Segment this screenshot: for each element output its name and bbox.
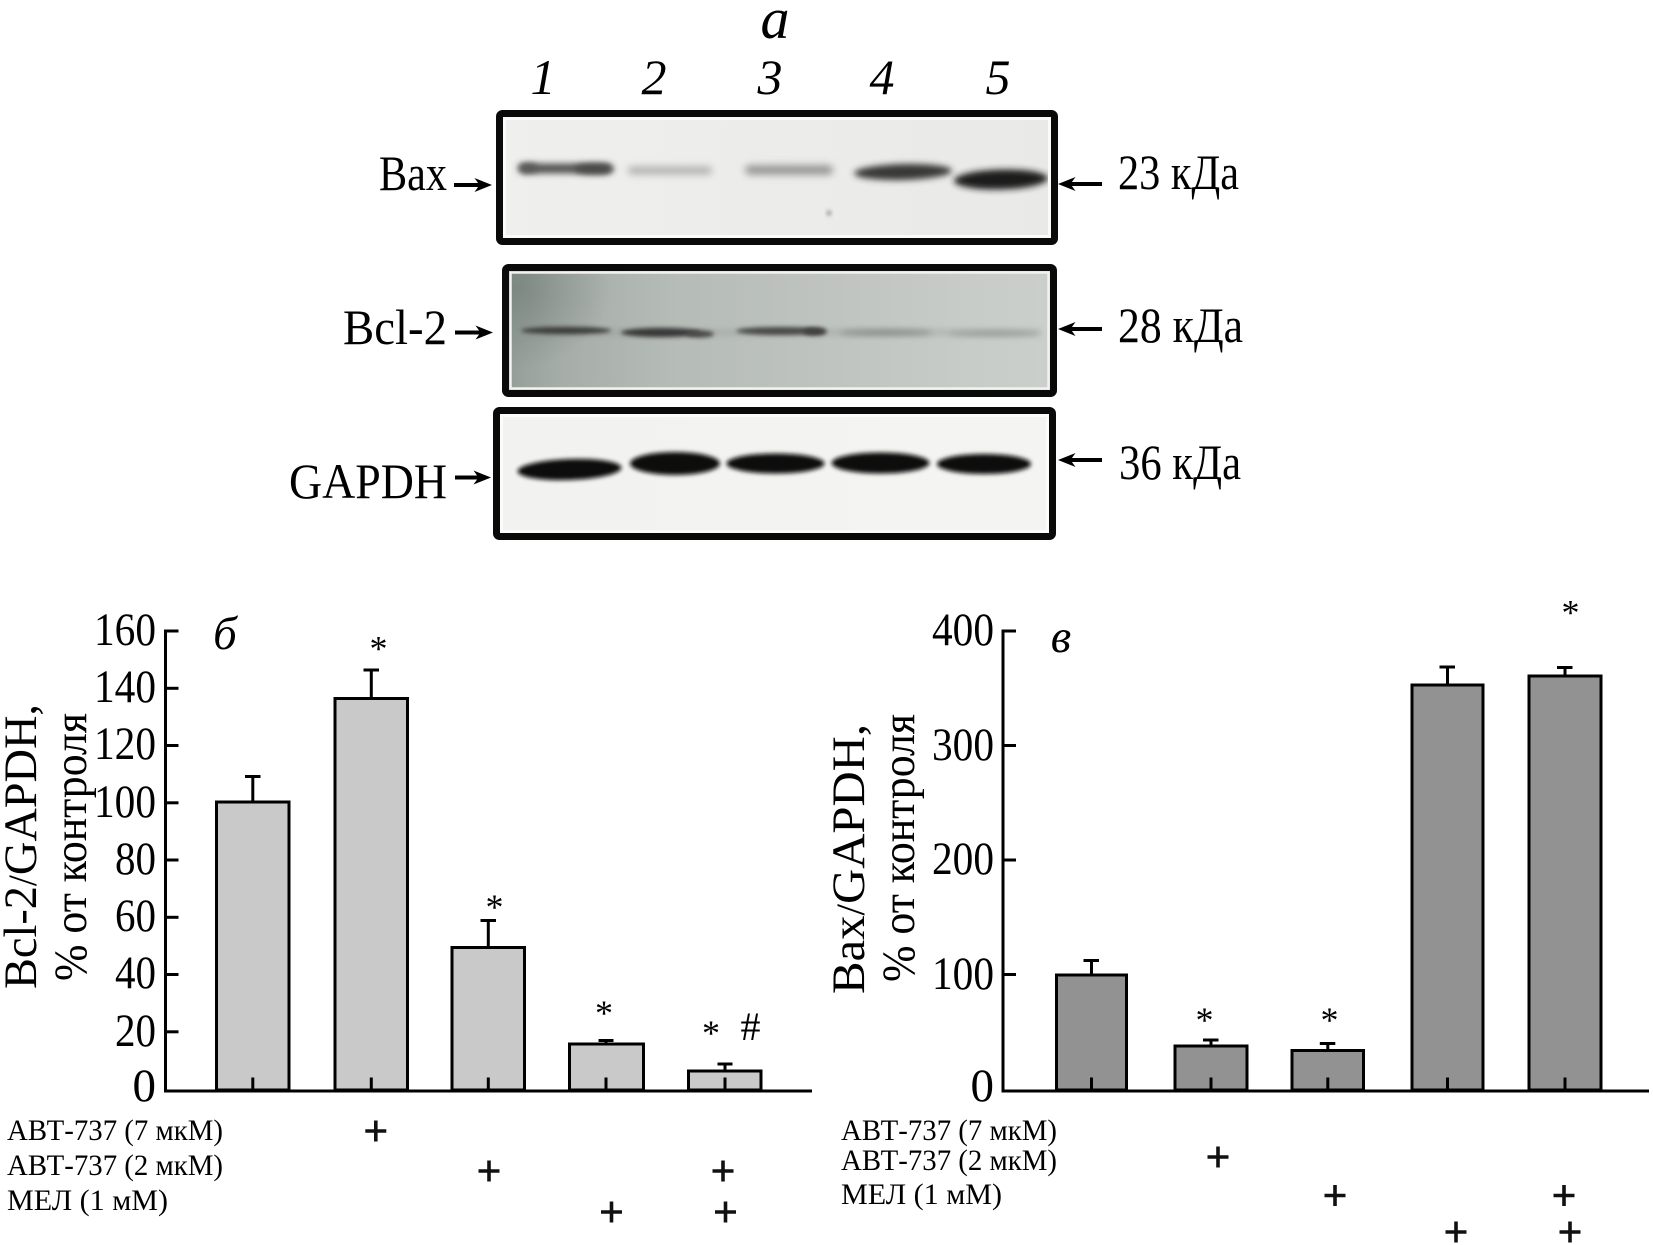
- svg-text:АВТ-737 (7 мкМ): АВТ-737 (7 мкМ): [7, 1114, 223, 1147]
- svg-text:140: 140: [94, 661, 156, 713]
- svg-text:3: 3: [757, 49, 783, 105]
- svg-text:*: *: [1562, 593, 1580, 633]
- svg-text:20: 20: [115, 1005, 156, 1057]
- svg-text:100: 100: [94, 776, 156, 828]
- svg-text:400: 400: [932, 604, 994, 656]
- svg-text:*: *: [1321, 1000, 1339, 1040]
- svg-text:80: 80: [115, 833, 156, 885]
- svg-text:*: *: [1196, 1000, 1214, 1040]
- svg-text:*: *: [370, 629, 388, 669]
- svg-text:1: 1: [531, 49, 556, 105]
- svg-text:160: 160: [94, 604, 156, 656]
- svg-text:в: в: [1051, 611, 1071, 663]
- svg-text:АВТ-737 (2 мкМ): АВТ-737 (2 мкМ): [7, 1149, 223, 1182]
- svg-text:2: 2: [642, 49, 667, 105]
- svg-text:a: a: [761, 0, 790, 51]
- svg-text:5: 5: [986, 49, 1011, 105]
- svg-text:300: 300: [932, 719, 994, 771]
- svg-text:*: *: [595, 993, 613, 1033]
- svg-text:Bax: Bax: [379, 145, 447, 201]
- svg-text:4: 4: [870, 49, 895, 105]
- svg-text:Bax/GAPDH,: Bax/GAPDH,: [823, 724, 875, 994]
- svg-text:GAPDH: GAPDH: [289, 453, 447, 509]
- svg-text:120: 120: [94, 718, 156, 770]
- svg-text:Bcl-2: Bcl-2: [343, 299, 447, 355]
- svg-text:АВТ-737 (7 мкМ): АВТ-737 (7 мкМ): [841, 1114, 1057, 1147]
- svg-text:0: 0: [133, 1060, 157, 1112]
- svg-text:28 кДа: 28 кДа: [1118, 297, 1243, 353]
- svg-text:МЕЛ (1 мМ): МЕЛ (1 мМ): [7, 1184, 168, 1217]
- svg-text:% от контроля: % от контроля: [45, 713, 97, 981]
- svg-text:100: 100: [932, 948, 994, 1000]
- svg-text:23 кДа: 23 кДа: [1118, 144, 1239, 200]
- svg-text:200: 200: [932, 833, 994, 885]
- svg-text:% от контроля: % от контроля: [873, 714, 925, 982]
- svg-text:#: #: [741, 1004, 761, 1049]
- svg-text:МЕЛ (1 мМ): МЕЛ (1 мМ): [841, 1178, 1002, 1211]
- svg-text:0: 0: [971, 1060, 995, 1112]
- svg-text:40: 40: [115, 947, 156, 999]
- svg-text:Bcl-2/GAPDH,: Bcl-2/GAPDH,: [0, 704, 47, 989]
- svg-text:*: *: [702, 1013, 720, 1053]
- svg-text:36 кДа: 36 кДа: [1119, 434, 1241, 490]
- svg-text:АВТ-737 (2 мкМ): АВТ-737 (2 мкМ): [841, 1144, 1057, 1177]
- svg-text:*: *: [486, 887, 504, 927]
- svg-text:60: 60: [115, 890, 156, 942]
- svg-text:б: б: [213, 608, 238, 660]
